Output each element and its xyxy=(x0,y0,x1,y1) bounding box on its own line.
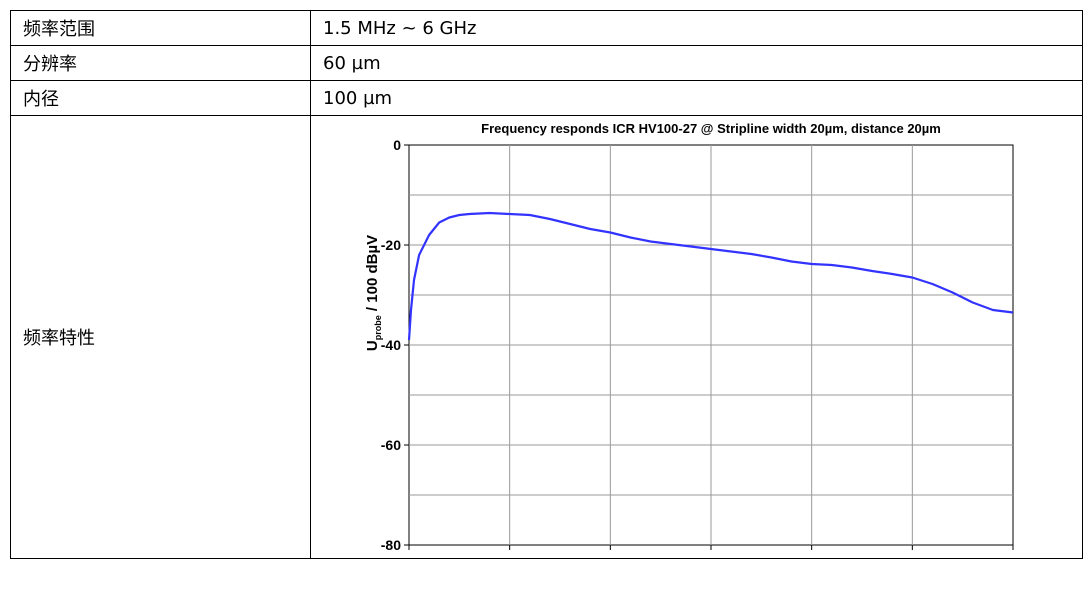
y-tick-label: -20 xyxy=(381,237,401,253)
x-tick-label: 5000 xyxy=(897,554,928,557)
x-tick-label: 0 xyxy=(405,554,413,557)
row-value: 60 µm xyxy=(310,45,1083,81)
row-value: 100 µm xyxy=(310,80,1083,116)
table-row: 频率范围 1.5 MHz ~ 6 GHz xyxy=(10,10,1083,46)
chart-cell: 0 1000 2000 3000 4000 5000 6000 0 -20 -40 -60 -80 Fr… xyxy=(310,115,1083,559)
table-row: 频率特性 0 1000 2000 3000 4000 5000 6000 0 -20 -40 -60… xyxy=(10,115,1083,559)
y-axis-label: Uprobe / 100 dBµV xyxy=(364,235,383,351)
row-value: 1.5 MHz ~ 6 GHz xyxy=(310,10,1083,46)
frequency-chart: 0 1000 2000 3000 4000 5000 6000 0 -20 -40 -60 -80 Fr… xyxy=(364,121,1029,557)
row-label: 内径 xyxy=(10,80,311,116)
y-tick-label: -60 xyxy=(381,437,401,453)
x-tick-label: 6000 xyxy=(997,554,1028,557)
table-row: 分辨率 60 µm xyxy=(10,45,1083,81)
x-tick-label: 1000 xyxy=(494,554,525,557)
series-line xyxy=(407,211,1014,341)
x-tick-label: 2000 xyxy=(595,554,626,557)
row-label: 分辨率 xyxy=(10,45,311,81)
spec-table: 频率范围 1.5 MHz ~ 6 GHz 分辨率 60 µm 内径 100 µm… xyxy=(10,10,1083,559)
table-row: 内径 100 µm xyxy=(10,80,1083,116)
row-label: 频率特性 xyxy=(10,115,311,559)
row-label: 频率范围 xyxy=(10,10,311,46)
y-tick-label: 0 xyxy=(393,137,401,153)
x-tick-label: 3000 xyxy=(695,554,726,557)
chart-title: Frequency responds ICR HV100-27 @ Stripl… xyxy=(481,121,941,136)
x-tick-label: 4000 xyxy=(796,554,827,557)
y-tick-label: -40 xyxy=(381,337,401,353)
y-tick-label: -80 xyxy=(381,537,401,553)
